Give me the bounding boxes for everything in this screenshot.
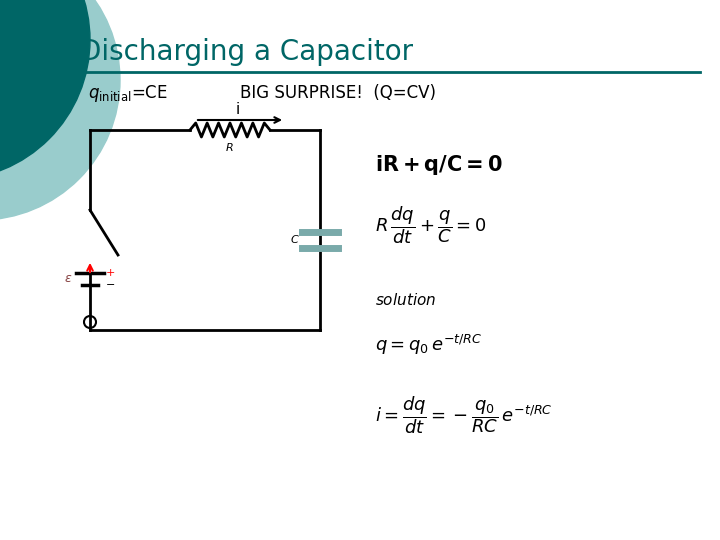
Text: Discharging a Capacitor: Discharging a Capacitor xyxy=(80,38,413,66)
Text: $\varepsilon$: $\varepsilon$ xyxy=(63,273,72,286)
Text: −: − xyxy=(106,280,115,290)
Text: $i=\dfrac{dq}{dt}=-\dfrac{q_0}{RC}\,e^{-t/RC}$: $i=\dfrac{dq}{dt}=-\dfrac{q_0}{RC}\,e^{-… xyxy=(375,394,552,436)
Circle shape xyxy=(0,0,120,220)
Text: BIG SURPRISE!  (Q=CV): BIG SURPRISE! (Q=CV) xyxy=(240,84,436,102)
Text: $q = q_0\,e^{-t/RC}$: $q = q_0\,e^{-t/RC}$ xyxy=(375,333,482,357)
Text: R: R xyxy=(226,143,234,153)
Text: $R\,\dfrac{dq}{dt}+\dfrac{q}{C}=0$: $R\,\dfrac{dq}{dt}+\dfrac{q}{C}=0$ xyxy=(375,204,487,246)
Text: $\mathbf{iR+q/C=0}$: $\mathbf{iR+q/C=0}$ xyxy=(375,153,503,177)
Text: C: C xyxy=(290,235,298,245)
Circle shape xyxy=(0,0,90,180)
Text: +: + xyxy=(106,268,115,278)
Text: i: i xyxy=(236,103,240,118)
Text: $q_{\mathrm{initial}}$=CE: $q_{\mathrm{initial}}$=CE xyxy=(88,83,168,104)
Text: $\mathit{solution}$: $\mathit{solution}$ xyxy=(375,292,436,308)
